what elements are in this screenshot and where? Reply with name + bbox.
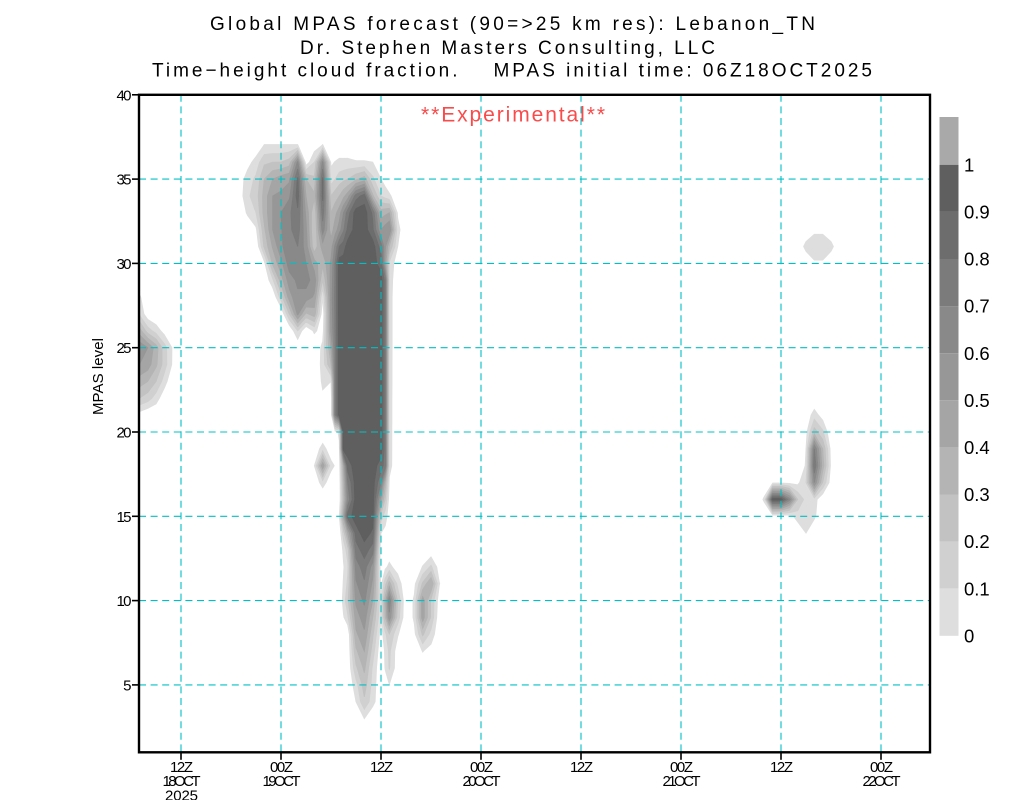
svg-text:22OCT: 22OCT: [863, 773, 901, 790]
svg-text:10: 10: [117, 593, 132, 610]
svg-text:Global MPAS forecast (90=>25 k: Global MPAS forecast (90=>25 km res): Le…: [210, 14, 815, 35]
svg-text:12Z: 12Z: [770, 759, 793, 776]
svg-text:1: 1: [964, 154, 974, 175]
svg-text:0.8: 0.8: [964, 249, 990, 270]
svg-text:Time−height cloud fraction.: Time−height cloud fraction. MPAS initial…: [152, 61, 872, 82]
svg-text:00Z: 00Z: [870, 759, 893, 776]
svg-text:0.6: 0.6: [964, 343, 990, 364]
svg-text:25: 25: [117, 340, 132, 357]
svg-text:19OCT: 19OCT: [263, 773, 301, 790]
svg-text:0.2: 0.2: [964, 531, 990, 552]
svg-text:0.1: 0.1: [964, 578, 990, 599]
svg-text:12Z: 12Z: [170, 759, 193, 776]
svg-text:0.7: 0.7: [964, 296, 990, 317]
svg-text:20OCT: 20OCT: [463, 773, 501, 790]
svg-text:00Z: 00Z: [670, 759, 693, 776]
svg-text:00Z: 00Z: [270, 759, 293, 776]
svg-text:18OCT: 18OCT: [163, 773, 201, 790]
svg-text:12Z: 12Z: [370, 759, 393, 776]
svg-text:Dr. Stephen Masters Consulting: Dr. Stephen Masters Consulting, LLC: [300, 38, 715, 59]
svg-text:00Z: 00Z: [470, 759, 493, 776]
svg-text:30: 30: [117, 256, 132, 273]
svg-text:15: 15: [117, 509, 132, 526]
svg-text:5: 5: [123, 677, 131, 694]
svg-text:MPAS level: MPAS level: [90, 338, 107, 415]
svg-text:0: 0: [964, 625, 974, 646]
svg-text:35: 35: [117, 172, 132, 189]
svg-text:2025: 2025: [165, 788, 198, 800]
svg-text:0.5: 0.5: [964, 390, 990, 411]
svg-text:12Z: 12Z: [570, 759, 593, 776]
svg-text:**Experimental**: **Experimental**: [421, 104, 605, 127]
svg-text:0.3: 0.3: [964, 484, 990, 505]
svg-text:0.9: 0.9: [964, 202, 990, 223]
svg-text:20: 20: [117, 425, 132, 442]
svg-text:0.4: 0.4: [964, 437, 990, 458]
svg-text:21OCT: 21OCT: [663, 773, 701, 790]
svg-text:40: 40: [117, 87, 132, 104]
